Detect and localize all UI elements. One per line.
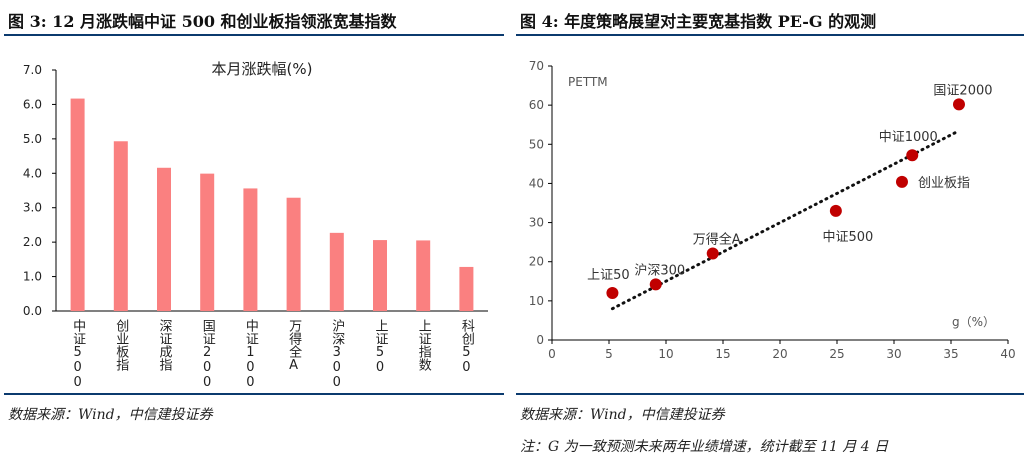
bar (200, 173, 215, 311)
bar-category-label: 上证指数 (416, 319, 432, 371)
bar (416, 240, 431, 311)
scatter-trendline (610, 131, 958, 311)
bar (243, 188, 258, 311)
scatter-point (706, 247, 719, 260)
scatter-x-tick-label: 10 (658, 347, 673, 361)
bar-category-label: 中证500 (70, 319, 86, 390)
scatter-x-tick-label: 5 (605, 347, 613, 361)
figure-4-top-rule (516, 34, 1024, 36)
scatter-y-tick-label: 60 (529, 98, 544, 112)
scatter-point-label: 万得全A (693, 231, 741, 247)
bar-category-label: 上证50 (373, 319, 389, 375)
figure-4-note: 注：G 为一致预测未来两年业绩增速，统计截至 11 月 4 日 (520, 439, 889, 455)
scatter-y-tick-label: 10 (529, 294, 544, 308)
scatter-y-tick-label: 20 (529, 255, 544, 269)
bar-y-tick-label: 0.0 (23, 304, 42, 318)
bar-y-tick-label: 5.0 (23, 132, 42, 146)
scatter-y-tick-label: 30 (529, 216, 544, 230)
figure-4-bottom-rule (516, 393, 1024, 395)
scatter-y-tick-label: 0 (536, 333, 544, 347)
scatter-y-tick-label: 70 (529, 59, 544, 73)
figure-4-source: 数据来源：Wind，中信建投证券 (520, 407, 725, 423)
bar-category-label: 科创50 (459, 319, 475, 375)
scatter-point-label: 上证50 (587, 268, 630, 283)
scatter-point (606, 287, 619, 300)
bar-category-label: 创业板指 (113, 319, 129, 371)
bar-chart: 0.0 1.0 2.0 3.0 4.0 5.0 6.0 7.0 本月涨跌幅(%) 中证500 创业板… (23, 60, 488, 405)
bar (70, 98, 85, 311)
bar (373, 240, 387, 311)
scatter-y-tick-label: 40 (529, 176, 544, 190)
bar (157, 167, 171, 311)
bar-y-tick-label: 3.0 (23, 201, 42, 215)
scatter-point (952, 98, 965, 111)
figure-3-bottom-rule (4, 393, 504, 395)
scatter-point-label: 沪深300 (634, 262, 685, 278)
bar-chart-title: 本月涨跌幅(%) (212, 60, 313, 78)
scatter-x-tick-label: 20 (772, 347, 787, 361)
figure-4-chart-panel: 0 10 20 30 40 50 60 70 0 5 10 15 20 25 30 35 40 PETTM g（%）… (516, 40, 1024, 390)
bar (329, 232, 344, 311)
scatter-x-tick-label: 0 (548, 347, 556, 361)
scatter-chart: 0 10 20 30 40 50 60 70 0 5 10 15 20 25 30 35 40 PETTM g（%）… (529, 59, 1016, 361)
bar (113, 141, 128, 311)
scatter-x-tick-label: 30 (886, 347, 901, 361)
scatter-x-tick-label: 40 (1000, 347, 1015, 361)
scatter-point (895, 175, 908, 188)
scatter-x-axis-label: g（%） (952, 315, 995, 329)
scatter-y-axis-label: PETTM (568, 75, 608, 89)
scatter-point-label: 创业板指 (918, 176, 970, 191)
bar-y-tick-label: 2.0 (23, 235, 42, 249)
figure-3-source: 数据来源：Wind，中信建投证券 (8, 407, 213, 423)
scatter-point-label: 中证500 (822, 230, 873, 245)
bar-category-label: 沪深300 (329, 318, 345, 390)
scatter-x-tick-label: 25 (829, 347, 844, 361)
scatter-x-tick-label: 35 (943, 347, 958, 361)
bar-y-tick-label: 6.0 (23, 97, 42, 111)
scatter-point-label: 中证1000 (879, 130, 938, 145)
bar-y-tick-label: 4.0 (23, 166, 42, 180)
bar (459, 266, 474, 311)
scatter-point-label: 国证2000 (933, 83, 992, 98)
scatter-point (829, 204, 842, 217)
figure-4-title: 图 4: 年度策略展望对主要宽基指数 PE-G 的观测 (520, 12, 877, 31)
scatter-point (649, 278, 662, 291)
scatter-x-tick-label: 15 (715, 347, 730, 361)
bar-y-tick-label: 1.0 (23, 270, 42, 284)
bar-category-label: 万得全A (286, 319, 302, 373)
scatter-point (906, 149, 919, 162)
figure-3-chart-panel: 0.0 1.0 2.0 3.0 4.0 5.0 6.0 7.0 本月涨跌幅(%) 中证500 创业板… (4, 40, 504, 405)
bar-category-label: 国证2000 (200, 319, 216, 390)
bar-y-tick-label: 7.0 (23, 63, 42, 77)
bar (286, 197, 301, 311)
figure-3-title: 图 3: 12 月涨跌幅中证 500 和创业板指领涨宽基指数 (8, 12, 397, 31)
bar-category-label: 深证成指 (157, 319, 173, 371)
scatter-y-tick-label: 50 (529, 137, 544, 151)
figure-3-top-rule (4, 34, 504, 36)
bar-category-label: 中证1000 (243, 319, 259, 390)
